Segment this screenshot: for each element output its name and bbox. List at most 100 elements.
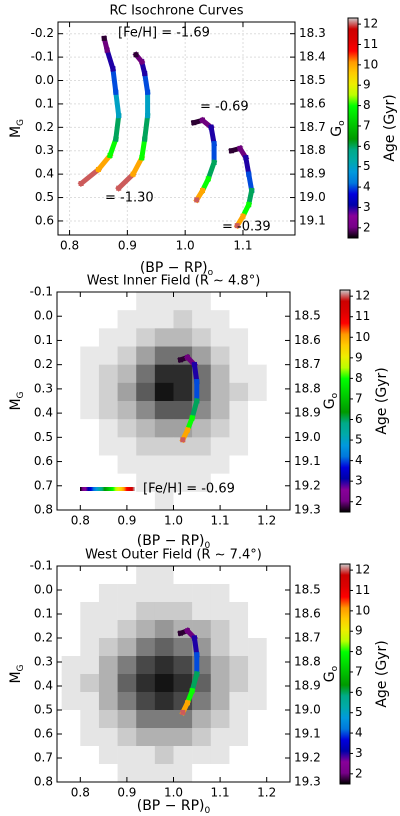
age-point bbox=[191, 635, 197, 641]
colorbar-tick-label: 5 bbox=[363, 159, 371, 173]
hess-cell bbox=[173, 728, 193, 747]
y-tick-label: 0.8 bbox=[34, 775, 53, 789]
annotation: = -1.30 bbox=[105, 191, 154, 206]
hess-cell bbox=[80, 746, 100, 765]
hess-cell bbox=[192, 491, 212, 510]
isochrone-segment bbox=[242, 154, 252, 178]
hess-cell bbox=[98, 491, 118, 510]
y2-tick-label: 18.5 bbox=[294, 583, 321, 597]
hess-cell bbox=[61, 382, 81, 402]
age-point bbox=[145, 89, 151, 95]
y2-tick-label: 19.0 bbox=[294, 703, 321, 717]
age-point bbox=[208, 124, 214, 130]
hess-cell bbox=[98, 746, 118, 765]
hess-cell bbox=[173, 638, 193, 657]
hess-cell bbox=[98, 602, 118, 621]
hess-cell bbox=[266, 292, 286, 311]
axis-label: (BP − RP)0 bbox=[137, 533, 211, 551]
hess-cell bbox=[248, 419, 267, 438]
age-point bbox=[116, 113, 122, 119]
hess-cell bbox=[117, 692, 137, 711]
hess-cell bbox=[61, 455, 81, 474]
y-tick-label: 0.2 bbox=[35, 120, 54, 134]
hess-cell bbox=[136, 473, 156, 493]
hess-cell bbox=[229, 728, 249, 747]
y-tick-label: 0.4 bbox=[35, 167, 54, 181]
axis-label-main: M bbox=[8, 671, 24, 683]
age-point bbox=[180, 709, 186, 715]
age-point bbox=[145, 113, 151, 119]
hess-cell bbox=[229, 692, 249, 711]
axis-label-sub: o bbox=[330, 392, 340, 398]
x-tick-label: 1.2 bbox=[257, 786, 276, 800]
hess-cell bbox=[266, 638, 286, 657]
colorbar-tick-label: 11 bbox=[363, 37, 378, 51]
y-tick-label: 0.0 bbox=[34, 583, 53, 597]
hess-cell bbox=[117, 437, 137, 456]
hess-cell bbox=[117, 602, 137, 621]
hess-cell bbox=[192, 419, 212, 438]
colorbar-tick-label: 5 bbox=[355, 705, 363, 719]
plot-content bbox=[61, 292, 286, 510]
hess-cell bbox=[248, 764, 267, 782]
hess-cell bbox=[136, 566, 156, 585]
x-tick-label: 1.2 bbox=[257, 514, 276, 528]
axis-label-sub: G bbox=[16, 391, 26, 398]
plot-frame bbox=[56, 291, 291, 511]
hess-cell bbox=[61, 764, 81, 782]
hess-cell bbox=[98, 455, 118, 474]
hess-cell bbox=[98, 310, 118, 329]
isochrone-segment bbox=[189, 670, 200, 694]
hess-cell bbox=[80, 638, 100, 657]
hess-cell bbox=[173, 473, 193, 493]
isochrone-segment bbox=[106, 135, 119, 159]
axis-label: Go bbox=[329, 120, 347, 137]
hess-cell bbox=[248, 728, 267, 747]
age-point bbox=[133, 52, 139, 58]
isochrone-segment bbox=[191, 635, 200, 658]
hess-cell bbox=[136, 364, 156, 384]
hess-cell bbox=[210, 656, 230, 675]
axis-label-sub: G bbox=[16, 119, 26, 126]
hess-cell bbox=[229, 620, 249, 639]
hess-cell bbox=[210, 638, 230, 657]
y2-tick-label: 19.1 bbox=[294, 454, 321, 468]
hess-cell bbox=[117, 764, 137, 782]
hess-cell bbox=[154, 455, 174, 474]
hess-cell bbox=[154, 401, 174, 420]
hess-cell bbox=[266, 566, 286, 585]
hess-cell bbox=[192, 602, 212, 621]
hess-cell bbox=[173, 656, 193, 675]
hess-cell bbox=[61, 620, 81, 639]
hess-cell bbox=[248, 401, 267, 420]
hess-cell bbox=[210, 674, 230, 693]
hess-cell bbox=[173, 584, 193, 603]
age-point bbox=[110, 66, 116, 72]
hess-cell bbox=[192, 710, 212, 729]
colorbar-tick-label: 9 bbox=[363, 78, 371, 92]
y-tick-label: -0.1 bbox=[30, 285, 53, 299]
hess-cell bbox=[117, 382, 137, 402]
y-tick-label: 0.4 bbox=[34, 406, 53, 420]
y-tick-label: 0.6 bbox=[34, 727, 53, 741]
axis-label-main: M bbox=[8, 126, 24, 138]
hess-cell bbox=[136, 419, 156, 438]
hess-cell bbox=[192, 692, 212, 711]
hess-cell bbox=[210, 382, 230, 402]
colorbar-tick-label: 10 bbox=[355, 603, 370, 617]
hess-cell bbox=[173, 455, 193, 474]
hess-cell bbox=[154, 728, 174, 747]
y2-tick-label: 19.2 bbox=[294, 478, 321, 492]
y2-tick-label: 18.8 bbox=[294, 381, 321, 395]
axis-label-sub: 0 bbox=[205, 541, 211, 551]
hess-cell bbox=[61, 401, 81, 420]
hess-cell bbox=[266, 455, 286, 474]
hess-cell bbox=[229, 455, 249, 474]
isochrone-segment bbox=[129, 154, 146, 178]
hess-cell bbox=[192, 310, 212, 329]
hess-cell bbox=[248, 328, 267, 347]
hess-cell bbox=[210, 419, 230, 438]
hess-cell bbox=[80, 346, 100, 365]
hess-cell bbox=[61, 674, 81, 693]
legend-swatch bbox=[80, 487, 135, 491]
